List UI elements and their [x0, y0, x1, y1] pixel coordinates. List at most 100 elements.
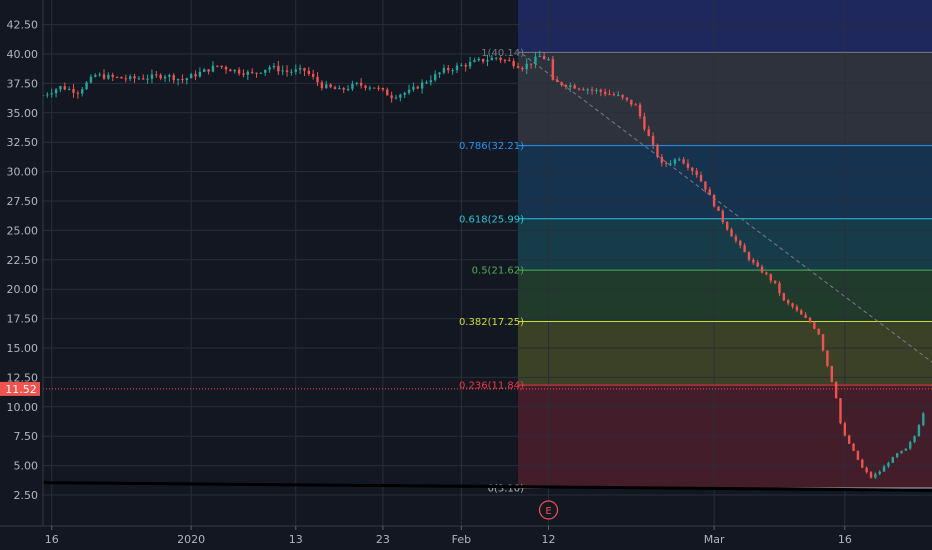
x-tick-label: Feb	[452, 533, 471, 546]
candle-body	[577, 88, 581, 90]
candle-body	[163, 76, 167, 79]
y-tick-label: 37.50	[7, 77, 39, 90]
candle-body	[734, 236, 738, 241]
fib-band	[518, 321, 932, 386]
candle-body	[586, 89, 589, 91]
candle-body	[281, 70, 284, 72]
candle-body	[795, 306, 799, 311]
candle-body	[869, 472, 873, 478]
candle-body	[133, 76, 136, 79]
fib-level-label: 1(40.14)	[481, 48, 524, 59]
fib-level-label: 0.382(17.25)	[459, 317, 524, 328]
fib-level-label: 0(3.10)	[488, 483, 525, 494]
candle-body	[782, 293, 786, 301]
markers: E	[538, 500, 559, 520]
y-tick-label: 7.50	[14, 430, 39, 443]
candle-body	[468, 62, 472, 67]
candle-body	[651, 135, 655, 145]
candle-body	[791, 303, 794, 307]
candle-body	[852, 443, 855, 451]
candle-body	[425, 82, 428, 84]
candle-body	[826, 350, 829, 366]
candle-body	[189, 74, 193, 79]
candle-body	[499, 57, 502, 61]
candle-body	[560, 82, 563, 86]
candle-body	[882, 466, 886, 472]
candle-body	[460, 65, 463, 67]
candle-body	[346, 88, 350, 90]
candle-body	[717, 206, 720, 211]
candle-body	[451, 70, 454, 72]
candle-body	[89, 76, 93, 83]
candle-body	[725, 221, 729, 230]
candle-body	[320, 82, 324, 89]
candle-body	[804, 314, 807, 318]
candle-body	[447, 67, 450, 71]
candle-body	[486, 60, 489, 62]
candle-body	[412, 86, 415, 90]
candle-body	[377, 87, 380, 89]
candle-body	[573, 85, 576, 89]
price-axis-bg	[0, 0, 43, 550]
candle-body	[372, 87, 376, 89]
candle-body	[900, 450, 903, 454]
candle-body	[420, 82, 424, 89]
candle-body	[843, 423, 847, 436]
fib-band-top	[518, 0, 932, 53]
candle-body	[386, 89, 389, 96]
candle-body	[194, 74, 197, 77]
candle-body	[329, 84, 332, 88]
candle-body	[237, 69, 241, 74]
candle-body	[516, 66, 520, 68]
candle-body	[442, 67, 446, 73]
candle-body	[54, 89, 58, 94]
candle-body	[176, 79, 180, 81]
candles	[41, 50, 925, 479]
candle-body	[621, 94, 624, 98]
candle-body	[834, 382, 838, 399]
candle-body	[81, 89, 84, 94]
candle-body	[861, 459, 864, 468]
candle-body	[830, 365, 833, 383]
fib-band	[518, 270, 932, 322]
candle-body	[172, 75, 175, 81]
earnings-event-marker[interactable]	[538, 500, 559, 520]
candle-body	[142, 78, 145, 80]
candle-body	[168, 75, 171, 77]
candle-body	[495, 57, 498, 59]
candle-body	[381, 88, 385, 90]
candle-body	[691, 167, 694, 171]
candle-body	[529, 63, 533, 65]
candle-body	[438, 72, 441, 75]
candle-body	[590, 89, 594, 91]
candle-body	[416, 86, 419, 89]
candle-body	[739, 240, 742, 246]
candle-body	[874, 473, 877, 478]
candle-body	[669, 163, 672, 165]
candle-body	[765, 272, 768, 275]
candle-body	[595, 89, 598, 91]
candle-body	[390, 95, 393, 99]
candle-body	[569, 85, 572, 87]
candle-body	[808, 317, 812, 323]
candle-body	[229, 69, 232, 72]
candle-body	[704, 181, 707, 190]
candle-body	[878, 471, 881, 474]
candle-body	[59, 86, 62, 90]
candle-body	[294, 69, 297, 72]
candle-body	[50, 93, 53, 95]
candle-body	[630, 99, 633, 105]
x-tick-label: 13	[289, 533, 303, 546]
candle-body	[259, 72, 263, 74]
candle-body	[512, 61, 515, 67]
candle-body	[887, 462, 890, 467]
candle-body	[242, 73, 245, 75]
fib-band	[518, 145, 932, 219]
candle-body	[246, 71, 250, 75]
candle-body	[477, 58, 480, 61]
support-line	[42, 481, 932, 492]
x-tick-label: 12	[542, 533, 556, 546]
candle-body	[355, 82, 358, 84]
candle-body	[664, 162, 668, 164]
